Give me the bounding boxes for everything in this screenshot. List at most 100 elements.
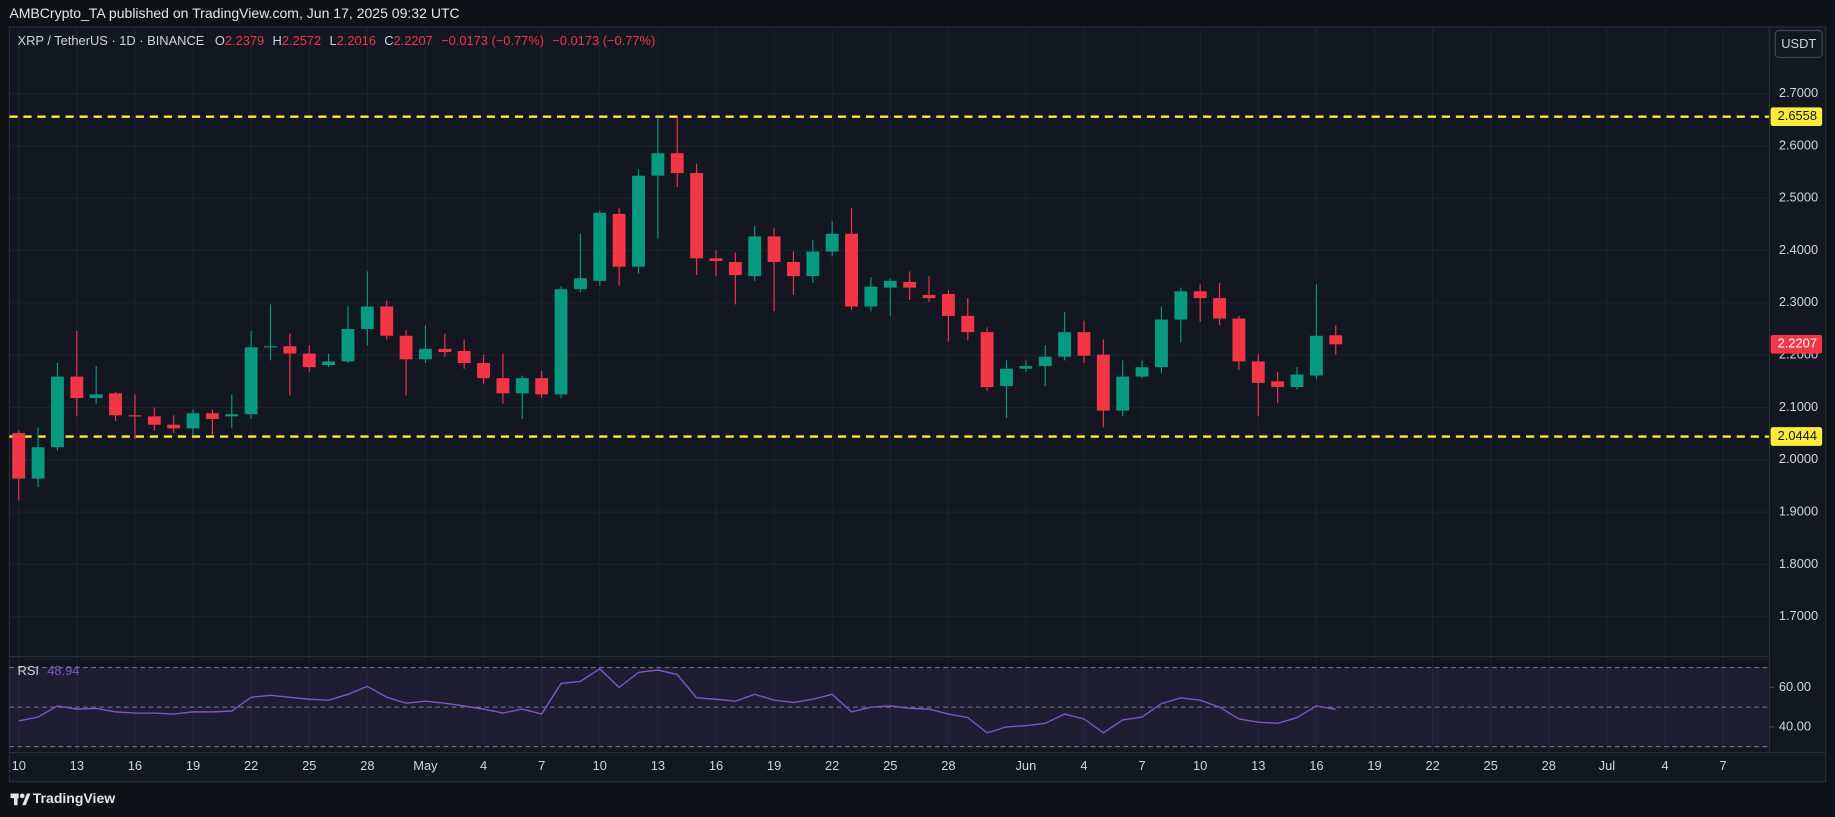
x-tick-label: 10 [1193,758,1207,773]
candle-body [322,361,336,366]
candle-body [1019,366,1033,369]
candle-body [709,258,723,261]
ohlc-letter: O [215,34,225,49]
candle-body [806,251,820,277]
rsi-line [18,667,1336,734]
rsi-value: 48.94 [47,663,79,678]
candle-body [535,378,549,395]
candle-body [225,414,239,417]
candle-body [1155,319,1168,368]
candle-body [612,213,626,267]
candle-body [515,378,529,394]
candle-body [186,413,200,429]
candle-body [554,289,568,395]
candle-body [903,281,917,288]
x-tick-label: 19 [767,758,781,773]
candle-body [302,353,316,368]
marks [9,115,1770,748]
candle-body [12,433,26,479]
candle-body [1193,291,1207,299]
y-tick-label: 2.0000 [1779,451,1818,466]
x-tick-label: 28 [1542,758,1556,773]
candle-body [51,376,64,448]
x-tick-label: 19 [186,758,200,773]
rsi-tick-label: 60.00 [1779,679,1811,694]
x-tick-label: Jul [1599,758,1615,773]
candle-body [1077,332,1091,356]
candle-body [1271,381,1285,388]
x-tick-label: 16 [709,758,723,773]
candle-body [864,286,878,307]
x-tick-label: 7 [538,758,545,773]
rsi-legend: RSI 48.94 [18,663,80,678]
candle-body [89,394,103,399]
candle-body [167,424,181,429]
candle-body [980,332,994,388]
candle-body [399,335,413,360]
x-tick-label: 16 [128,758,142,773]
y-tick-label: 2.4000 [1779,242,1818,257]
candle-body [1058,332,1072,357]
x-tick-label: 10 [593,758,607,773]
candle-body [670,153,684,174]
level-label: 2.0444 [1778,428,1817,443]
high-value: 2.2572 [282,34,321,49]
level-label-bg [1770,107,1823,127]
y-tick-label: 2.5000 [1779,190,1818,205]
candle-body [1116,376,1130,411]
candle-body [748,236,762,277]
currency-button[interactable] [1774,29,1823,59]
candle-body [419,348,432,360]
x-tick-label: 4 [1080,758,1087,773]
candle-body [496,378,510,394]
candle-body [1135,367,1149,377]
candle-body [825,233,839,252]
candle-body [845,233,858,307]
candle-body [1213,298,1226,319]
level-label: 2.6558 [1778,108,1817,123]
candle-body [593,212,607,281]
candle-body [767,236,781,263]
byline: AMBCrypto_TA published on TradingView.co… [9,5,459,21]
candle-body [651,153,665,176]
ohlc-letter: C [384,34,393,49]
y-tick-label: 2.6000 [1779,137,1818,152]
low-value: 2.2016 [337,34,376,49]
price-label-bg [1770,334,1823,354]
logo [10,793,31,806]
candle-body [961,315,975,333]
candle-body [1096,354,1110,411]
x-tick-label: 7 [1138,758,1145,773]
candle-body [1251,361,1265,383]
candle-body [205,413,219,419]
symbol: XRP / TetherUS · 1D · BINANCE [18,34,205,49]
candle-body [1000,368,1013,387]
candle-body [573,278,587,290]
candle-body [632,175,645,267]
x-tick-label: 13 [651,758,665,773]
currency[interactable]: USDT [1781,36,1816,51]
x-tick-label: 28 [360,758,374,773]
x-tick-label: Jun [1016,758,1037,773]
candle-body [922,294,936,299]
x-tick-label: 4 [1661,758,1668,773]
legend: XRP / TetherUS · 1D · BINANCE O2.2379 H2… [18,34,656,49]
candle-body [380,306,394,336]
candle-body [31,447,45,479]
x-tick-label: 22 [825,758,839,773]
y-tick-label: 1.9000 [1779,503,1818,518]
candle-body [283,346,297,354]
candle-body [1038,356,1052,367]
candle-body [244,347,258,415]
grid [9,28,1775,753]
ohlc-letter: L [329,34,336,49]
x-tick-label: 16 [1309,758,1323,773]
x-tick-label: 10 [12,758,26,773]
y-tick-label: 2.3000 [1779,294,1818,309]
x-tick-label: 19 [1367,758,1381,773]
candle-body [883,280,897,288]
x-tick-label: 25 [883,758,897,773]
candle-body [477,362,490,379]
y-tick-label: 2.7000 [1779,85,1818,100]
